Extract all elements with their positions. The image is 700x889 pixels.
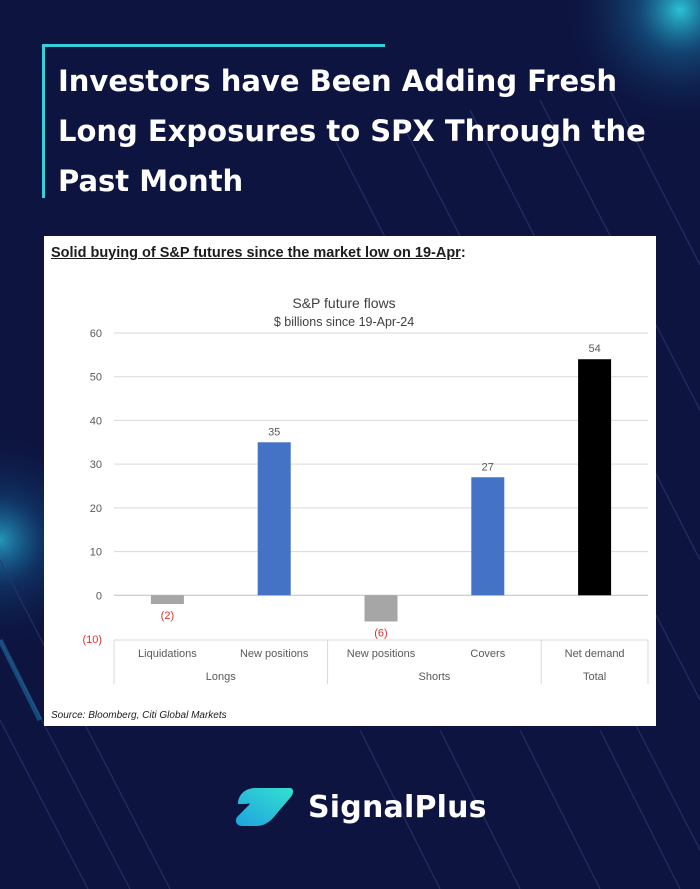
y-tick-label: 60 xyxy=(90,328,102,340)
data-labels: (2) 35 (6) 27 54 xyxy=(161,343,601,639)
bar-value-label: 35 xyxy=(268,426,280,438)
category-axis: Liquidations New positions New positions Co… xyxy=(113,639,649,684)
y-tick-label: (10) xyxy=(82,634,102,646)
brand-logo: SignalPlus xyxy=(234,783,487,831)
card-heading-text: Solid buying of S&P futures since the ma… xyxy=(51,245,461,261)
y-tick-label: 20 xyxy=(90,503,102,515)
chart-title: S&P future flows xyxy=(292,295,395,311)
headline: Investors have Been Adding Fresh Long Ex… xyxy=(58,64,646,198)
y-tick-label: 10 xyxy=(90,547,102,559)
category-label: Net demand xyxy=(565,648,625,660)
bar xyxy=(364,595,398,622)
y-tick-label: 0 xyxy=(96,590,102,602)
headline-accent-vertical xyxy=(42,44,45,198)
bar xyxy=(257,442,291,596)
bar-value-label: (2) xyxy=(161,610,174,622)
y-tick-label: 40 xyxy=(90,415,102,427)
bar-value-label: 54 xyxy=(588,343,600,355)
bar-value-label: (6) xyxy=(374,628,387,640)
category-label: Liquidations xyxy=(138,648,197,660)
category-label: New positions xyxy=(347,648,416,660)
glow-top-right xyxy=(560,0,700,130)
card-heading-suffix: : xyxy=(460,245,466,261)
group-label: Longs xyxy=(206,671,236,683)
y-tick-label: 50 xyxy=(90,372,102,384)
y-axis-ticks: 60 50 40 30 20 10 0 (10) xyxy=(82,328,102,646)
card-heading: Solid buying of S&P futures since the ma… xyxy=(51,245,466,261)
category-label: Covers xyxy=(470,648,505,660)
brand-name: SignalPlus xyxy=(308,789,487,825)
y-tick-label: 30 xyxy=(90,459,102,471)
bar xyxy=(150,595,184,605)
bar xyxy=(471,477,505,596)
bar xyxy=(578,359,612,596)
bars xyxy=(150,359,612,622)
group-label: Shorts xyxy=(419,671,451,683)
headline-accent-bar xyxy=(42,44,385,47)
flows-bar-chart: S&P future flows $ billions since 19-Apr… xyxy=(82,295,649,684)
chart-card: Solid buying of S&P futures since the ma… xyxy=(44,236,656,726)
group-label: Total xyxy=(583,671,606,683)
source-note: Source: Bloomberg, Citi Global Markets xyxy=(51,710,227,721)
gridlines xyxy=(114,332,648,596)
chart-subtitle: $ billions since 19-Apr-24 xyxy=(274,315,414,329)
category-label: New positions xyxy=(240,648,309,660)
signalplus-logo-icon xyxy=(235,788,293,826)
bar-value-label: 27 xyxy=(482,461,494,473)
